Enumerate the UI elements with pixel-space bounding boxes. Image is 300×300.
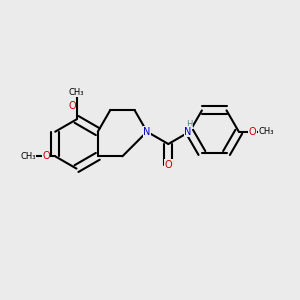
Text: O: O (164, 160, 172, 170)
Text: O: O (42, 151, 50, 161)
Text: O: O (248, 127, 256, 137)
Text: CH₃: CH₃ (20, 152, 36, 161)
Text: CH₃: CH₃ (69, 88, 84, 97)
Text: CH₃: CH₃ (258, 127, 274, 136)
Text: N: N (184, 127, 192, 137)
Text: O: O (68, 101, 76, 111)
Text: H: H (186, 120, 193, 129)
Text: N: N (143, 127, 151, 137)
